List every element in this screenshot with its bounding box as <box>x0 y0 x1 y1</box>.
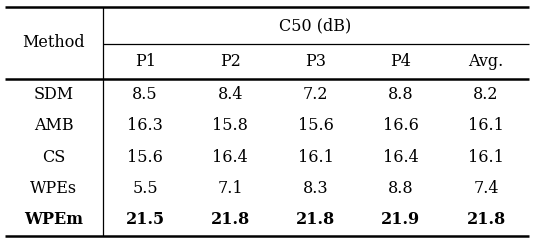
Text: WPEm: WPEm <box>25 211 83 228</box>
Text: 5.5: 5.5 <box>132 180 158 197</box>
Text: Method: Method <box>22 34 85 51</box>
Text: 7.2: 7.2 <box>303 86 328 103</box>
Text: 8.2: 8.2 <box>473 86 499 103</box>
Text: P2: P2 <box>220 53 241 70</box>
Text: 15.6: 15.6 <box>127 149 163 166</box>
Text: 7.4: 7.4 <box>473 180 499 197</box>
Text: 8.5: 8.5 <box>132 86 158 103</box>
Text: CS: CS <box>42 149 66 166</box>
Text: 16.4: 16.4 <box>213 149 248 166</box>
Text: C50 (dB): C50 (dB) <box>279 17 352 34</box>
Text: SDM: SDM <box>34 86 74 103</box>
Text: 16.3: 16.3 <box>127 117 163 134</box>
Text: 15.8: 15.8 <box>213 117 248 134</box>
Text: 8.3: 8.3 <box>303 180 328 197</box>
Text: 8.8: 8.8 <box>388 180 414 197</box>
Text: 8.4: 8.4 <box>218 86 243 103</box>
Text: 7.1: 7.1 <box>217 180 243 197</box>
Text: 15.6: 15.6 <box>297 117 334 134</box>
Text: Avg.: Avg. <box>468 53 504 70</box>
Text: 16.6: 16.6 <box>383 117 419 134</box>
Text: P1: P1 <box>135 53 155 70</box>
Text: 16.4: 16.4 <box>383 149 419 166</box>
Text: 8.8: 8.8 <box>388 86 414 103</box>
Text: 21.9: 21.9 <box>381 211 420 228</box>
Text: 16.1: 16.1 <box>468 149 504 166</box>
Text: 21.8: 21.8 <box>296 211 335 228</box>
Text: 21.5: 21.5 <box>125 211 164 228</box>
Text: P4: P4 <box>390 53 411 70</box>
Text: 21.8: 21.8 <box>466 211 506 228</box>
Text: 21.8: 21.8 <box>211 211 250 228</box>
Text: AMB: AMB <box>34 117 74 134</box>
Text: P3: P3 <box>305 53 326 70</box>
Text: WPEs: WPEs <box>30 180 77 197</box>
Text: 16.1: 16.1 <box>297 149 334 166</box>
Text: 16.1: 16.1 <box>468 117 504 134</box>
